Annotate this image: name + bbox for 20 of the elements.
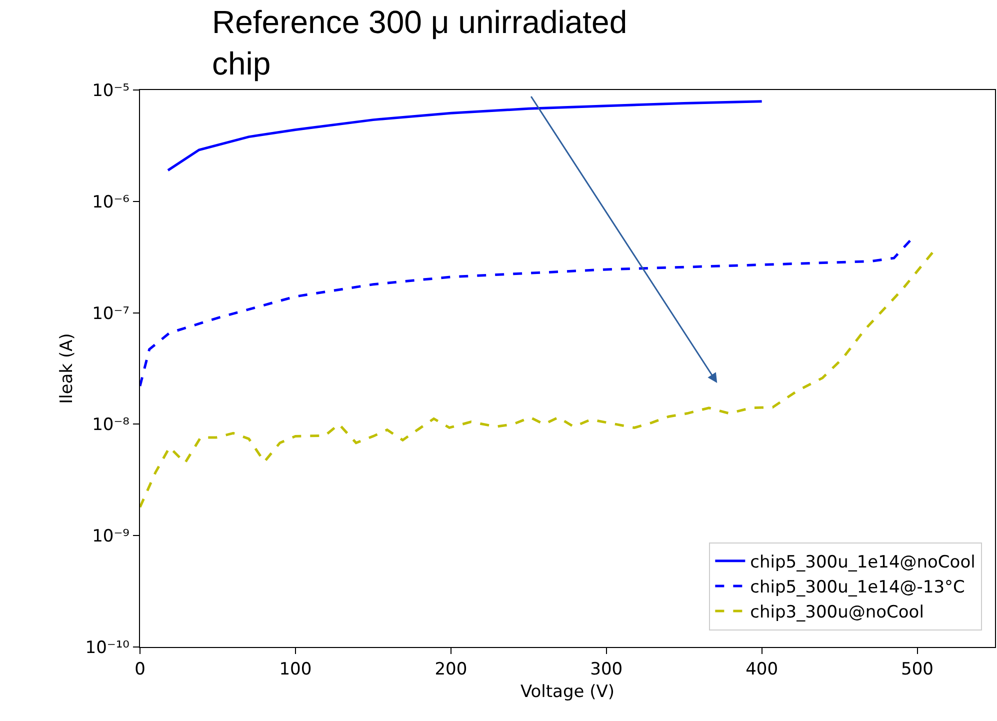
x-tick-label: 500 (901, 660, 934, 680)
x-axis-title: Voltage (V) (520, 682, 615, 702)
y-axis-title: Ileak (A) (56, 333, 77, 404)
x-tick-label: 200 (434, 660, 468, 680)
x-tick-label: 100 (279, 660, 312, 680)
x-tick-label: 300 (590, 660, 623, 680)
x-tick-label: 0 (134, 660, 146, 680)
y-tick-label: 10⁻⁶ (92, 192, 130, 212)
legend-label: chip5_300u_1e14@-13°C (750, 578, 965, 598)
line-series (140, 250, 934, 508)
x-tick-label: 400 (746, 660, 778, 680)
y-tick-label: 10⁻⁸ (92, 415, 130, 436)
line-series (166, 100, 764, 172)
y-tick-label: 10⁻⁹ (92, 526, 130, 547)
y-tick-label: 10⁻¹⁰ (85, 638, 130, 658)
y-tick-label: 10⁻⁵ (92, 80, 130, 101)
y-tick-label: 10⁻⁷ (92, 304, 130, 324)
text: Reference 300 μ unirradiated chip (212, 4, 628, 82)
legend-label: chip3_300u@noCool (750, 602, 924, 623)
legend-label: chip5_300u_1e14@noCool (750, 552, 976, 572)
